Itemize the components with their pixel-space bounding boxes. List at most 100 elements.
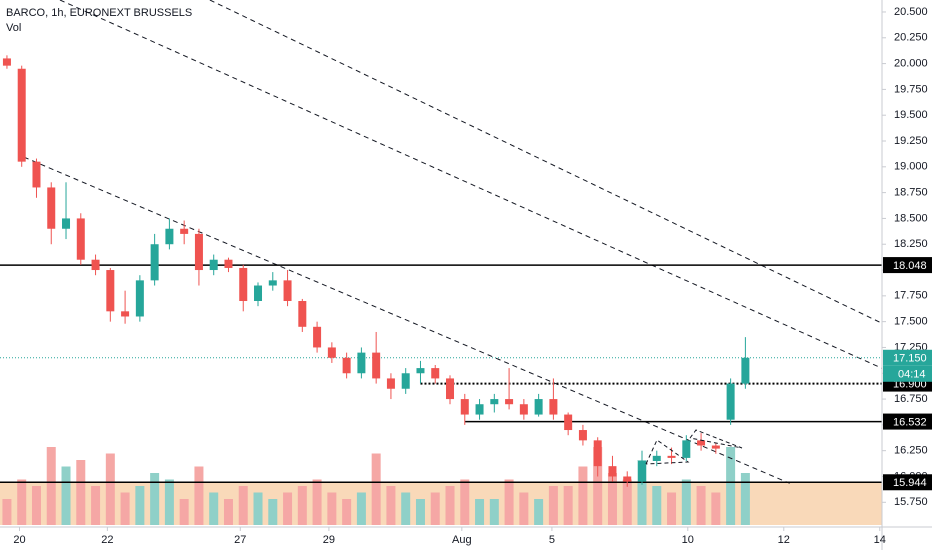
candle-body [593,440,602,467]
candle-body [62,218,71,229]
y-tick-label: 19.000 [894,161,928,173]
candle-body [17,68,26,162]
volume-bar [2,499,12,525]
volume-bar [120,492,130,525]
volume-bar [519,492,529,525]
volume-bar [223,499,233,525]
candle-body [165,228,174,245]
y-tick-label: 20.500 [894,6,928,18]
candle-body [608,466,617,477]
x-tick-label: 5 [549,534,555,546]
y-tick-label: 17.500 [894,316,928,328]
volume-bar [342,499,352,525]
candle-body [224,259,233,268]
candle-body [342,357,351,374]
candle-body [623,476,632,482]
candle-body [135,280,144,317]
candle-body [431,368,440,379]
candle-body [32,161,41,188]
volume-bar [593,447,603,525]
x-tick-label: 20 [13,534,25,546]
candle-body [711,445,720,449]
candle-body [682,440,691,458]
candle-body [76,218,85,260]
y-tick-label: 18.250 [894,238,928,250]
x-tick-label: Aug [452,534,472,546]
y-tick-label: 18.750 [894,187,928,199]
candle-body [549,399,558,415]
y-tick-label: 19.500 [894,109,928,121]
volume-bar [91,486,101,525]
volume-bar [504,479,514,525]
candle-body [416,368,425,374]
volume-bar [238,486,248,525]
candle-body [313,326,322,348]
volume-bar [31,486,41,525]
y-tick-label: 15.750 [894,496,928,508]
volume-bar [681,479,691,525]
hline-label-text: 18.048 [893,260,927,272]
chart-title: BARCO, 1h, EURONEXT BRUSSELS [6,7,192,19]
last-price-text: 17.150 [893,353,927,365]
candle-body [327,347,336,358]
x-tick-label: 22 [101,534,113,546]
y-tick-label: 16.250 [894,445,928,457]
volume-bar [105,453,115,525]
candle-body [254,285,263,302]
candle-body [150,244,159,281]
candle-body [564,414,573,431]
volume-bar [312,479,322,525]
candle-body [209,259,218,271]
y-tick-label: 19.250 [894,135,928,147]
volume-bar [460,479,470,525]
hline-label-box [883,257,932,274]
volume-bar [445,486,455,525]
volume-bar [356,492,366,525]
candle-body [475,404,484,415]
volume-bar [578,466,588,525]
candle-body [194,233,203,271]
candle-body [534,399,543,415]
candle-body [505,399,514,405]
volume-bar [637,460,647,525]
candle-body [726,383,735,420]
candle-body [121,311,130,317]
volume-bar [194,466,204,525]
volume-bar [76,460,86,525]
trend-line [209,0,883,324]
candle-body [401,373,410,389]
volume-bar [164,479,174,525]
volume-bar [430,492,440,525]
candle-body [386,378,395,389]
candle-body [239,267,248,302]
volume-bar [371,453,381,525]
volume-bar [489,499,499,525]
candle-body [47,187,56,229]
candle-body [180,228,189,234]
y-tick-label: 19.750 [894,83,928,95]
volume-label: Vol [6,22,21,34]
candle-body [638,461,647,482]
volume-bar [563,486,573,525]
last-price-box [883,349,932,366]
volume-bar [253,492,263,525]
hline-label-box [883,413,932,430]
y-tick-label: 18.500 [894,212,928,224]
candle-body [490,399,499,405]
candle-body [741,357,750,384]
candle-body [519,404,528,415]
volume-bar [726,447,736,525]
volume-bar [711,492,721,525]
volume-bar [534,499,544,525]
candle-body [578,430,587,441]
trend-line [59,0,883,369]
candle-body [697,440,706,446]
volume-bar [46,447,56,525]
x-tick-label: 10 [682,534,694,546]
candle-body [2,58,11,66]
volume-bar [268,499,278,525]
candle-body [283,280,292,302]
candle-body [652,455,661,462]
